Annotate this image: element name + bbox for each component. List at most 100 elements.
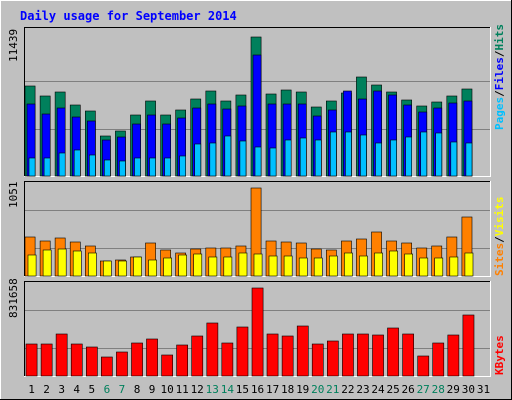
day-label-31: 31 [477,383,490,396]
bar-pages-day-23 [360,134,367,177]
legend-sites: Sites [493,243,506,276]
bar-kbytes-day-9 [146,338,158,377]
bar-kbytes-day-15 [236,326,249,377]
bar-kbytes-day-25 [387,327,399,377]
legend-files: Files [493,57,506,90]
bar-visits-day-28 [434,257,444,277]
day-label-15: 15 [236,383,249,396]
bar-visits-day-11 [178,254,188,277]
bar-pages-day-28 [435,132,443,177]
bar-visits-day-21 [328,255,338,277]
bar-pages-day-20 [314,139,322,177]
legend-kbytes: KBytes [493,335,506,375]
day-label-14: 14 [221,383,235,396]
bar-kbytes-day-28 [432,342,445,377]
day-axis-labels: 1 2 3 4 5 6 7 8 9 10 11 12 13 14 15 16 17 18 19 20 21 22 23 24 2… [28,383,490,396]
bar-pages-day-9 [149,157,156,177]
bar-visits-day-26 [404,253,414,277]
legend-1-text: Sites/Visits [493,197,506,277]
bar-pages-day-15 [239,140,247,177]
bar-visits-day-7 [118,260,127,277]
bar-kbytes-day-2 [40,343,53,377]
bar-kbytes-day-30 [462,314,475,377]
bar-pages-day-8 [134,157,141,177]
bar-kbytes-day-11 [176,344,189,377]
bar-visits-day-20 [313,257,323,277]
legend-pages: Pages [493,97,506,130]
bar-visits-day-12 [193,253,203,277]
day-label-3: 3 [58,383,65,396]
bar-visits-day-25 [389,250,398,277]
bar-kbytes-day-21 [326,340,339,377]
bar-kbytes-day-6 [101,356,113,377]
day-label-12: 12 [191,383,204,396]
kbytes-panel [24,281,491,377]
bar-pages-day-25 [390,139,397,177]
chart-title: Daily usage for September 2014 [20,9,237,23]
legend-2-text: KBytes [493,335,506,375]
bar-kbytes-day-8 [131,342,143,377]
day-label-10: 10 [160,383,173,396]
panel-1-max-label: 1051 [7,182,20,209]
day-label-21: 21 [326,383,339,396]
day-label-6: 6 [104,383,111,396]
day-label-28: 28 [432,383,445,396]
bar-kbytes-day-17 [266,333,279,377]
day-label-24: 24 [371,383,385,396]
bar-kbytes-day-27 [417,355,430,377]
day-label-2: 2 [43,383,50,396]
day-label-11: 11 [176,383,189,396]
bar-kbytes-day-23 [357,333,369,377]
bar-kbytes-day-18 [281,335,294,377]
bar-kbytes-day-4 [70,343,83,377]
panel-2-max-label: 831658 [7,278,20,318]
bar-kbytes-day-26 [402,333,415,377]
bar-pages-day-4 [73,149,81,177]
bar-pages-day-19 [299,137,307,177]
bar-kbytes-day-12 [191,335,204,377]
bar-kbytes-day-13 [206,322,219,377]
bar-visits-day-13 [208,256,218,277]
bar-pages-day-18 [284,139,292,177]
bar-pages-day-10 [164,157,172,177]
bar-pages-day-5 [89,154,96,177]
bar-kbytes-day-5 [86,346,98,377]
legend-visits: Visits [493,197,506,237]
legend-separator: / [493,50,506,57]
bar-pages-day-11 [179,155,187,177]
bar-kbytes-day-22 [342,333,354,377]
bar-kbytes-day-29 [447,334,460,377]
panel-0-max-label: 11439 [7,29,20,62]
bar-visits-day-4 [72,250,82,277]
day-label-5: 5 [88,383,95,396]
day-label-19: 19 [296,383,309,396]
bar-pages-day-16 [254,146,262,177]
day-label-8: 8 [134,383,141,396]
day-label-20: 20 [311,383,324,396]
bar-visits-day-10 [163,257,173,277]
day-label-23: 23 [356,383,369,396]
bar-pages-day-21 [329,131,337,177]
bar-pages-day-24 [375,142,382,177]
bar-visits-day-9 [148,259,157,277]
bar-visits-day-24 [374,252,383,277]
bar-visits-day-17 [268,255,278,277]
day-label-25: 25 [386,383,399,396]
sites-visits-panel [24,181,491,277]
day-label-22: 22 [341,383,354,396]
day-label-30: 30 [462,383,475,396]
bar-pages-day-2 [43,157,51,177]
bar-visits-day-27 [419,257,429,277]
legend-0-text: Pages/Files/Hits [493,24,506,130]
bar-pages-day-1 [28,157,36,177]
bar-pages-day-22 [345,131,352,177]
bar-pages-day-3 [58,152,66,177]
bar-visits-day-18 [283,255,293,277]
bar-kbytes-day-1 [25,343,38,377]
bar-visits-day-1 [27,254,37,277]
bar-visits-day-8 [133,256,142,277]
bar-pages-day-17 [269,147,277,177]
bar-visits-day-3 [57,248,67,277]
bar-kbytes-day-20 [311,343,324,377]
legend-kbytes: KBytes [493,335,506,375]
